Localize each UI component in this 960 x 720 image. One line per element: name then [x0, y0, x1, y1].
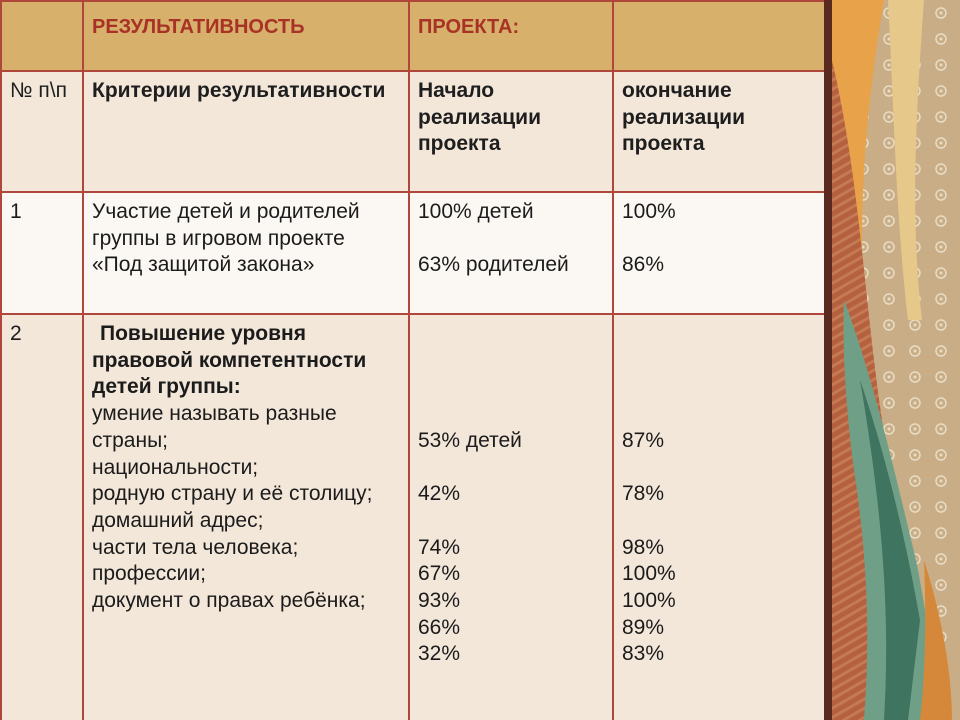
header-cell-project: ПРОЕКТА:	[408, 0, 614, 72]
decorative-side-panel	[824, 0, 960, 720]
criterion-item: национальности;	[92, 455, 259, 479]
row-number: 1	[0, 191, 84, 315]
start-value: 53% детей	[418, 428, 522, 452]
end-value: 100%	[622, 200, 676, 223]
start-value: 67%	[418, 562, 461, 586]
table-subheader-row: № п\п Критерии результативности Начало р…	[0, 70, 826, 193]
header-cell-title: РЕЗУЛЬТАТИВНОСТЬ	[82, 0, 410, 72]
table-row: 1 Участие детей и родителей группы в игр…	[0, 191, 826, 315]
criterion-item: профессии;	[92, 562, 206, 586]
end-value: 100%	[622, 588, 676, 612]
row-criteria-list: Повышение уровня правовой компетентности…	[82, 313, 410, 720]
start-value: 74%	[418, 535, 461, 559]
end-value: 86%	[622, 253, 665, 277]
end-value: 87%	[622, 428, 665, 452]
criterion-item: документ о правах ребёнка;	[92, 589, 366, 613]
table-header-row: РЕЗУЛЬТАТИВНОСТЬ ПРОЕКТА:	[0, 0, 826, 72]
results-table: РЕЗУЛЬТАТИВНОСТЬ ПРОЕКТА: № п\п Критерии…	[0, 0, 826, 720]
row-end-values: 100% 86%	[612, 191, 826, 315]
start-value: 93%	[418, 588, 461, 612]
column-end-header: окончание реализации проекта	[612, 70, 826, 193]
criterion-item: умение называть разные страны;	[92, 402, 343, 452]
start-value: 32%	[418, 642, 461, 666]
table-row: 2 Повышение уровня правовой компетентнос…	[0, 313, 826, 720]
row-start-values: 53% детей 42% 74% 67% 93% 66% 32%	[408, 313, 614, 720]
row-criterion: Участие детей и родителей группы в игров…	[82, 191, 410, 315]
end-value: 89%	[622, 615, 665, 639]
start-value: 66%	[418, 615, 461, 639]
column-number-header: № п\п	[0, 70, 84, 193]
end-value: 100%	[622, 562, 676, 586]
criterion-item: родную страну и её столицу;	[92, 482, 373, 506]
column-criteria-header: Критерии результативности	[82, 70, 410, 193]
start-value: 100% детей	[418, 200, 534, 223]
end-value: 83%	[622, 642, 665, 666]
end-value: 78%	[622, 482, 665, 506]
column-start-header: Начало реализации проекта	[408, 70, 614, 193]
criterion-item: домашний адрес;	[92, 508, 264, 532]
criterion-title: Повышение уровня правовой компетентности…	[92, 322, 367, 399]
header-cell-empty	[0, 0, 84, 72]
row-number: 2	[0, 313, 84, 720]
criterion-item: части тела человека;	[92, 535, 299, 559]
row-start-values: 100% детей 63% родителей	[408, 191, 614, 315]
row-end-values: 87% 78% 98% 100% 100% 89% 83%	[612, 313, 826, 720]
header-cell-empty-right	[612, 0, 826, 72]
start-value: 42%	[418, 482, 461, 506]
end-value: 98%	[622, 535, 665, 559]
start-value: 63% родителей	[418, 253, 569, 277]
